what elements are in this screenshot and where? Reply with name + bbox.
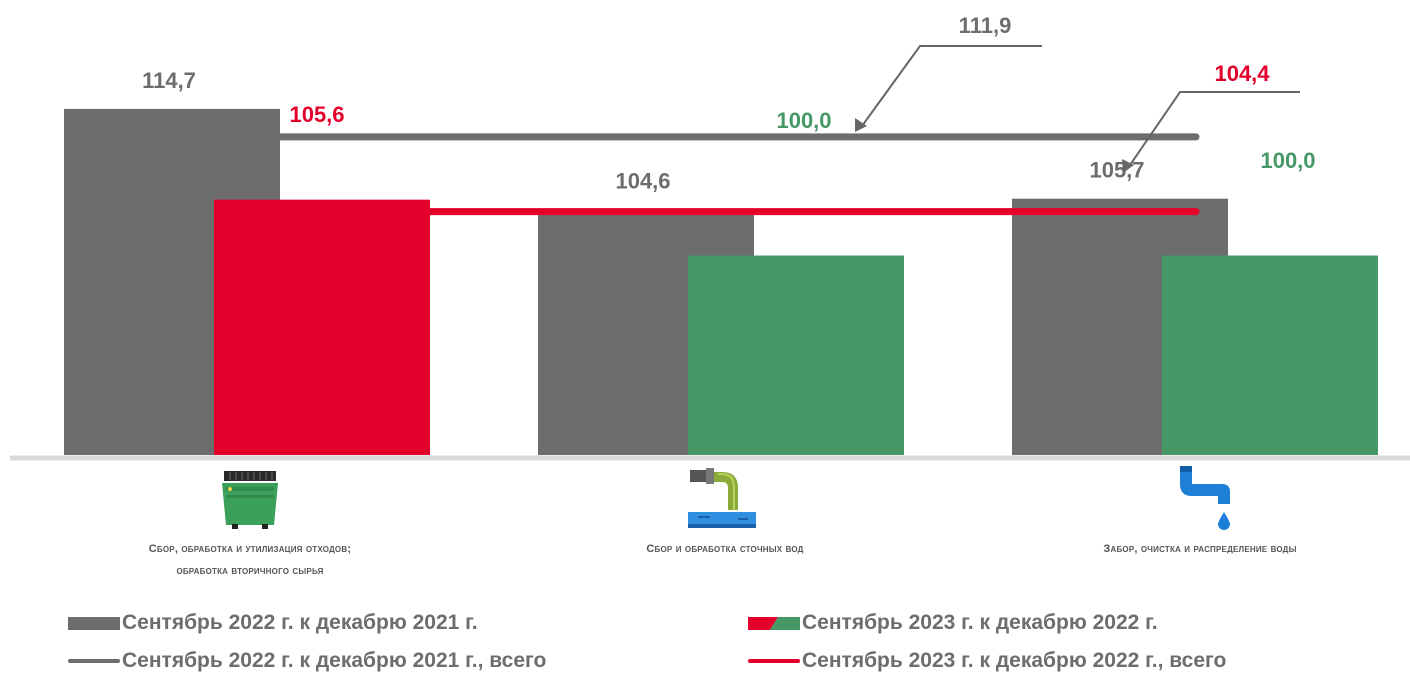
- bar-2023: [214, 199, 430, 455]
- callout-arrow-2023: [1122, 159, 1134, 173]
- bar-2023: [1162, 255, 1378, 455]
- bar-chart: 114,7 104,6 105,7 105,6 100,0 100,0 111,9 104,4: [10, 13, 1410, 461]
- data-label-2023: 100,0: [776, 108, 831, 133]
- category-label-sewage: Сбор и обработка сточных вод: [535, 538, 915, 560]
- callout-line-2022: [861, 45, 1042, 127]
- data-label-2023: 105,6: [289, 102, 344, 127]
- bar-2023: [688, 255, 904, 455]
- data-label-2022: 105,7: [1089, 158, 1144, 183]
- legend-item-bar-2023: Сентябрь 2023 г. к декабрю 2022 г.: [748, 608, 1158, 638]
- category-label-waste: Сбор, обработка и утилизация отходов; об…: [60, 538, 440, 582]
- legend-label: Сентябрь 2023 г. к декабрю 2022 г.: [802, 611, 1158, 634]
- legend-swatch-bar-2022: [68, 616, 120, 630]
- category-label-water: Забор, очистка и распределение воды: [1010, 538, 1390, 560]
- legend-swatch-line-2022: [68, 659, 120, 663]
- category-label-line: Сбор, обработка и утилизация отходов;: [148, 543, 352, 555]
- total-label-2022: 111,9: [959, 13, 1012, 38]
- legend-label: Сентябрь 2022 г. к декабрю 2021 г., всег…: [122, 649, 547, 672]
- water-tap-icon: [1180, 466, 1230, 530]
- sewage-pipe-icon: [688, 468, 756, 528]
- data-label-2022: 114,7: [142, 68, 196, 93]
- category-label-line: Забор, очистка и распределение воды: [1103, 543, 1297, 555]
- legend-label: Сентябрь 2023 г. к декабрю 2022 г., всег…: [802, 649, 1227, 672]
- callout-line-2023: [1127, 91, 1300, 169]
- legend-swatch-bar-2023: [748, 616, 800, 630]
- total-label-2023: 104,4: [1214, 61, 1270, 86]
- dumpster-icon: [222, 471, 278, 529]
- category-label-line: Сбор и обработка сточных вод: [646, 543, 804, 555]
- legend-item-line-2023: Сентябрь 2023 г. к декабрю 2022 г., всег…: [748, 646, 1226, 676]
- callout-arrow-2022: [855, 118, 867, 132]
- legend-item-bar-2022: Сентябрь 2022 г. к декабрю 2021 г.: [68, 608, 478, 638]
- data-label-2022: 104,6: [615, 169, 670, 194]
- category-label-line: обработка вторичного сырья: [176, 565, 324, 577]
- legend-label: Сентябрь 2022 г. к декабрю 2021 г.: [122, 611, 478, 634]
- legend-swatch-line-2023: [748, 659, 800, 663]
- legend-item-line-2022: Сентябрь 2022 г. к декабрю 2021 г., всег…: [68, 646, 546, 676]
- data-label-2023: 100,0: [1260, 148, 1315, 173]
